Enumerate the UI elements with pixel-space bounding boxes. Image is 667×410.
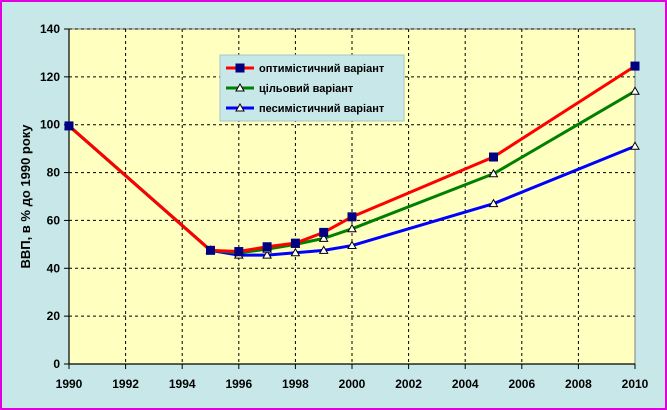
legend-label: оптимістичний варіант [259, 63, 385, 75]
triangle-marker [235, 82, 245, 92]
triangle-marker [347, 223, 357, 233]
y-tick-label: 100 [40, 118, 60, 132]
y-tick-label: 120 [40, 70, 60, 84]
triangle-marker [347, 240, 357, 250]
triangle-marker [488, 168, 499, 178]
x-tick-label: 2002 [395, 377, 422, 391]
legend-label: песимістичний варіант [259, 103, 385, 115]
legend-item: оптимістичний варіант [226, 63, 385, 75]
legend-item: цільовий варіант [226, 82, 354, 95]
square-marker [319, 227, 329, 237]
x-tick-label: 2010 [622, 377, 649, 391]
x-tick-label: 1990 [56, 377, 83, 391]
y-tick-label: 40 [47, 261, 61, 275]
x-tick-label: 2006 [508, 377, 535, 391]
square-marker [347, 212, 357, 222]
triangle-marker [630, 86, 640, 95]
square-marker [64, 121, 74, 131]
square-marker [262, 242, 272, 252]
legend-label: цільовий варіант [259, 83, 354, 95]
y-tick-label: 0 [53, 357, 60, 371]
legend: оптимістичний варіант цільовий варіант пес… [219, 54, 405, 122]
square-marker [206, 245, 215, 255]
x-tick-label: 1996 [225, 377, 252, 391]
y-tick-label: 60 [47, 213, 61, 227]
triangle-marker [488, 198, 499, 208]
y-tick-label: 20 [47, 309, 61, 323]
square-marker [489, 152, 498, 162]
y-tick-label: 80 [47, 166, 61, 180]
triangle-marker [318, 245, 329, 254]
legend-item: песимістичний варіант [226, 102, 385, 115]
square-marker [630, 61, 640, 71]
square-marker [235, 63, 245, 73]
x-tick-label: 1992 [112, 377, 139, 391]
y-tick-label: 140 [40, 22, 60, 36]
x-tick-label: 1994 [169, 377, 196, 391]
triangle-marker [290, 247, 301, 257]
x-tick-label: 2004 [452, 377, 479, 391]
triangle-marker [262, 250, 272, 259]
triangle-marker [235, 102, 245, 112]
square-marker [290, 238, 300, 248]
x-tick-label: 2000 [339, 377, 366, 391]
triangle-marker [630, 141, 640, 150]
y-axis-title: ВВП, в % до 1990 року [18, 124, 33, 269]
x-tick-label: 1998 [282, 377, 309, 391]
square-marker [234, 247, 244, 257]
triangle-marker [318, 233, 329, 242]
series-1-markers [64, 61, 640, 257]
x-tick-label: 2008 [565, 377, 592, 391]
